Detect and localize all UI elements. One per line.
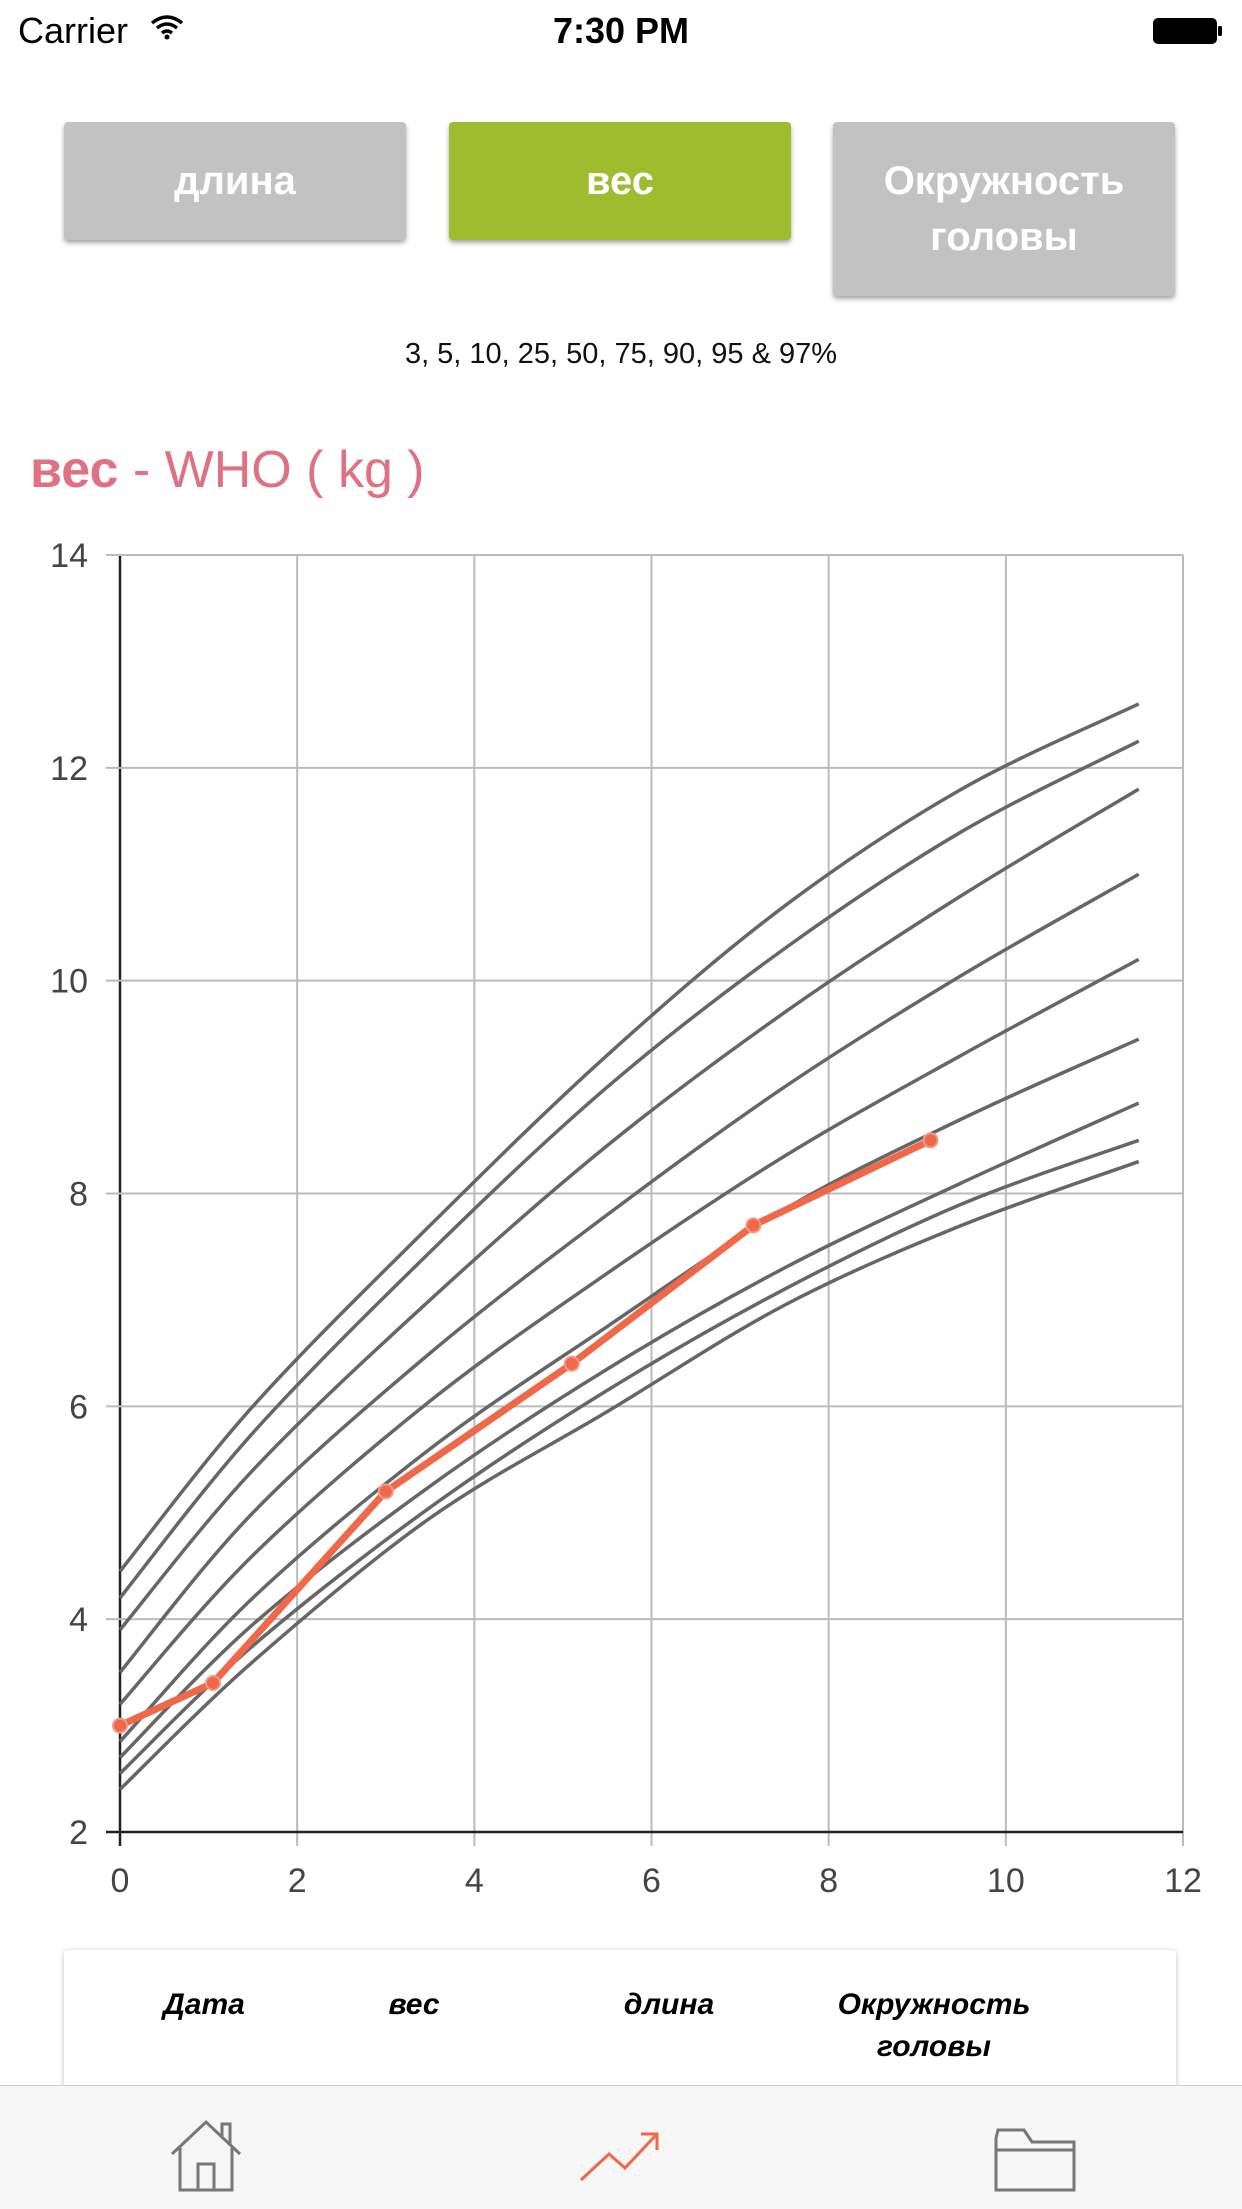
percentile-curve [118,1159,1140,1791]
percentile-curve [118,702,1140,1573]
x-tick-label: 4 [465,1862,484,1900]
status-time: 7:30 PM [552,10,690,51]
percentiles-caption: 3, 5, 10, 25, 50, 75, 90, 95 & 97% [404,338,838,370]
child-weight-series [112,1132,939,1734]
percentile-curve [118,1101,1140,1759]
x-tick-label: 2 [288,1862,307,1900]
percentile-curves [118,702,1140,1791]
x-tick-label: 0 [111,1862,130,1900]
y-tick-label: 6 [69,1388,88,1426]
child-weight-point [563,1355,580,1372]
percentile-curve [118,957,1140,1706]
percentile-curve [118,787,1140,1631]
tab-home[interactable] [156,2116,256,2196]
y-tick-label: 10 [50,963,88,1001]
percentile-curve [118,1138,1140,1775]
chart-title-rest: - WHO ( kg ) [118,441,425,499]
tab-length-button[interactable]: длина [64,122,406,240]
tab-bar [0,2085,1242,2209]
x-tick-label: 10 [987,1862,1025,1900]
status-bar: Carrier 7:30 PM [0,0,1242,64]
battery-icon [1152,16,1224,51]
y-tick-label: 14 [50,537,88,575]
child-weight-point [205,1675,222,1692]
percentile-curve [118,872,1140,1674]
tab-weight-button[interactable]: вес [449,122,791,240]
tab-chart[interactable] [571,2116,671,2196]
child-weight-point [745,1217,762,1234]
column-head-circumference: Окружность головы [837,1988,1031,2063]
x-tick-label: 8 [819,1862,838,1900]
y-tick-label: 12 [50,750,88,788]
column-weight: вес [388,1988,440,2021]
y-tick-label: 8 [69,1176,88,1214]
y-tick-label: 2 [69,1814,88,1852]
measurement-table-header: Дата вес длина Окружность головы [64,1950,1176,2090]
home-icon [170,2119,242,2192]
column-date: Дата [163,1988,245,2021]
percentile-curve [118,1037,1140,1743]
tab-weight-label: вес [585,159,655,203]
chart-title: вес - WHO ( kg ) [30,440,425,500]
child-weight-point [377,1483,394,1500]
tab-head-circumference-button[interactable]: Окружность головы [833,122,1175,296]
child-weight-line [118,1137,933,1729]
tab-files[interactable] [984,2116,1084,2196]
tab-head-circumference-label: Окружность головы [883,159,1125,259]
child-weight-point [112,1717,128,1734]
child-weight-point [922,1132,939,1149]
x-tick-label: 12 [1164,1862,1202,1900]
chart-grid [106,554,1184,1846]
column-length: длина [623,1988,715,2021]
tab-length-label: длина [174,159,296,203]
folder-icon [994,2128,1076,2192]
wifi-icon [150,14,184,45]
chart-title-metric: вес [30,441,119,499]
carrier-label: Carrier [18,10,129,51]
x-tick-label: 6 [642,1862,661,1900]
chart-trend-icon [579,2132,659,2182]
percentile-curve [118,739,1140,1599]
y-tick-label: 4 [69,1601,88,1639]
